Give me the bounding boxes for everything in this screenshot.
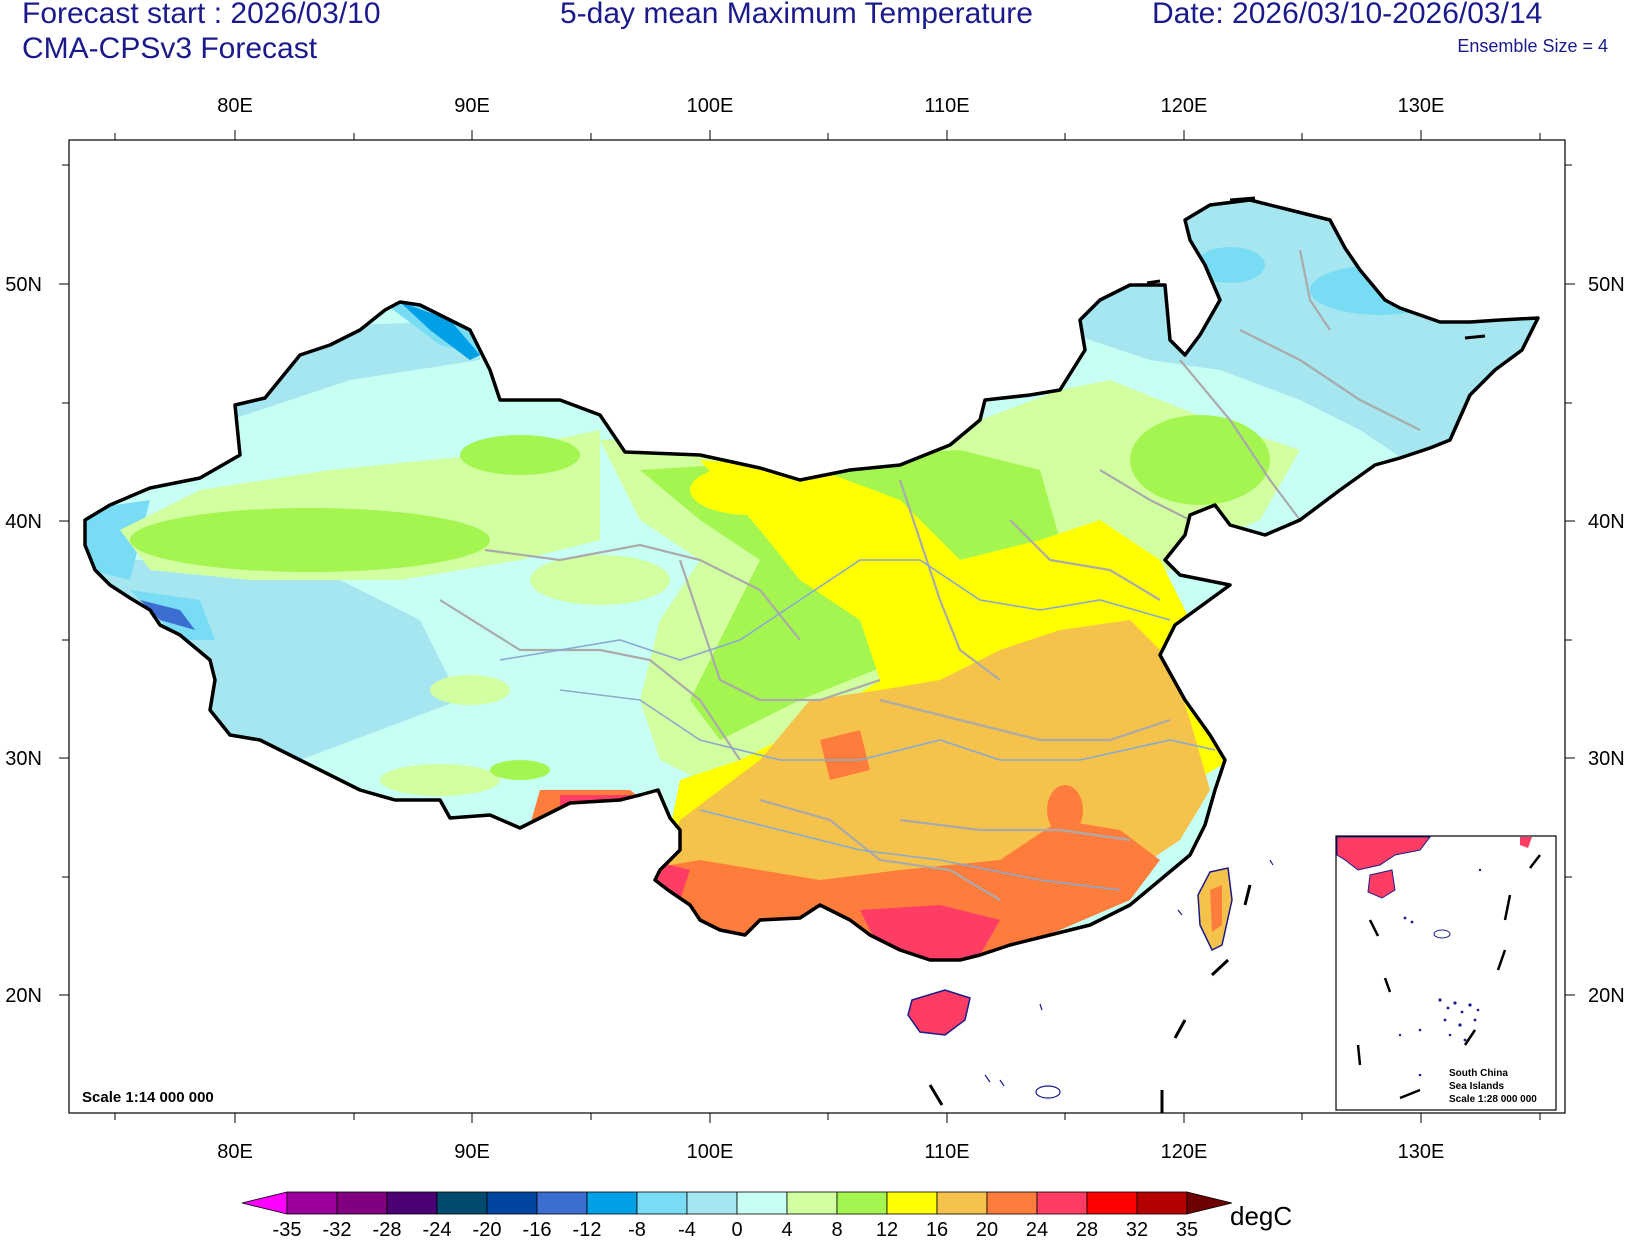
lon-label-bottom-100e: 100E bbox=[687, 1141, 734, 1163]
lat-label-left-20n: 20N bbox=[5, 985, 42, 1007]
lat-label-right-40n: 40N bbox=[1588, 511, 1625, 533]
inset-scale-text: Scale 1:28 000 000 bbox=[1449, 1094, 1537, 1105]
lon-label-bottom-120e: 120E bbox=[1161, 1141, 1208, 1163]
province-boundaries bbox=[439, 249, 1421, 901]
lon-label-top-100e: 100E bbox=[687, 95, 734, 117]
colorbar-label: 8 bbox=[831, 1219, 842, 1241]
colorbar-swatch bbox=[1036, 1191, 1088, 1215]
colorbar-label: 0 bbox=[731, 1219, 742, 1241]
colorbar-label: 35 bbox=[1176, 1219, 1198, 1241]
map-title: 5-day mean Maximum Temperature bbox=[560, 0, 1033, 30]
colorbar-label: 12 bbox=[876, 1219, 898, 1241]
colorbar-swatch bbox=[786, 1191, 838, 1215]
colorbar-swatch bbox=[536, 1191, 588, 1215]
colorbar-swatch bbox=[1086, 1191, 1138, 1215]
colorbar-label: 4 bbox=[781, 1219, 792, 1241]
lon-label-bottom-90e: 90E bbox=[454, 1141, 490, 1163]
colorbar-label: 24 bbox=[1026, 1219, 1048, 1241]
lat-label-right-20n: 20N bbox=[1588, 985, 1625, 1007]
colorbar-swatch bbox=[686, 1191, 738, 1215]
taiwan-warm-core bbox=[1210, 885, 1222, 932]
colorbar-label: -28 bbox=[373, 1219, 402, 1241]
colorbar-label: -35 bbox=[273, 1219, 302, 1241]
colorbar-label: -12 bbox=[573, 1219, 602, 1241]
colorbar-arrow-low bbox=[241, 1191, 288, 1215]
colorbar-label: 16 bbox=[926, 1219, 948, 1241]
lon-label-bottom-110e: 110E bbox=[924, 1141, 969, 1163]
china-border bbox=[83, 198, 1540, 962]
colorbar-swatch bbox=[886, 1191, 938, 1215]
small-islands bbox=[984, 859, 1274, 1099]
colorbar-swatch bbox=[436, 1191, 488, 1215]
date-range-text: Date: 2026/03/10-2026/03/14 bbox=[1152, 0, 1543, 30]
map-scale-text: Scale 1:14 000 000 bbox=[82, 1089, 214, 1106]
forecast-start-text: Forecast start : 2026/03/10 bbox=[22, 0, 381, 30]
ensemble-size-text: Ensemble Size = 4 bbox=[1457, 36, 1608, 56]
colorbar-label: 32 bbox=[1126, 1219, 1148, 1241]
colorbar-label: -16 bbox=[523, 1219, 552, 1241]
model-name-text: CMA-CPSv3 Forecast bbox=[22, 32, 318, 65]
colorbar-swatch bbox=[336, 1191, 388, 1215]
lon-label-top-90e: 90E bbox=[454, 95, 490, 117]
colorbar-swatch bbox=[636, 1191, 688, 1215]
lon-label-bottom-80e: 80E bbox=[217, 1141, 253, 1163]
colorbar-label: -4 bbox=[678, 1219, 696, 1241]
colorbar-swatch bbox=[736, 1191, 788, 1215]
hainan-island bbox=[907, 989, 971, 1036]
lat-label-left-40n: 40N bbox=[5, 511, 42, 533]
colorbar-swatch bbox=[586, 1191, 638, 1215]
colorbar-unit: degC bbox=[1230, 1201, 1292, 1231]
colorbar-swatch bbox=[486, 1191, 538, 1215]
south-china-sea-inset: South China Sea Islands Scale 1:28 000 0… bbox=[1335, 835, 1557, 1111]
colorbar-swatch bbox=[986, 1191, 1038, 1215]
colorbar-label: 20 bbox=[976, 1219, 998, 1241]
colorbar-label: -32 bbox=[323, 1219, 352, 1241]
lon-label-top-80e: 80E bbox=[217, 95, 253, 117]
colorbar-swatch bbox=[936, 1191, 988, 1215]
colorbar: -35 -32 -28 -24 -20 -16 -12 -8 -4 0 4 8 12 16 20 24 28 32… bbox=[241, 1191, 1233, 1241]
axis-ticks bbox=[59, 130, 1575, 1123]
lat-label-left-30n: 30N bbox=[5, 748, 42, 770]
colorbar-swatch bbox=[386, 1191, 438, 1215]
lon-label-top-110e: 110E bbox=[924, 95, 969, 117]
colorbar-label: 28 bbox=[1076, 1219, 1098, 1241]
colorbar-label: -24 bbox=[423, 1219, 452, 1241]
lon-label-top-130e: 130E bbox=[1398, 95, 1445, 117]
colorbar-swatch bbox=[836, 1191, 888, 1215]
colorbar-label: -8 bbox=[628, 1219, 646, 1241]
colorbar-arrow-high bbox=[1186, 1191, 1233, 1215]
colorbar-label: -20 bbox=[473, 1219, 502, 1241]
inset-title-line2: Sea Islands bbox=[1449, 1081, 1504, 1092]
lon-label-bottom-130e: 130E bbox=[1398, 1141, 1445, 1163]
lat-label-right-30n: 30N bbox=[1588, 748, 1625, 770]
lat-label-left-50n: 50N bbox=[5, 274, 42, 296]
colorbar-swatch bbox=[286, 1191, 338, 1215]
lon-label-top-120e: 120E bbox=[1161, 95, 1208, 117]
lat-label-right-50n: 50N bbox=[1588, 274, 1625, 296]
colorbar-swatch bbox=[1136, 1191, 1188, 1215]
rivers bbox=[499, 559, 1216, 891]
inset-title-line1: South China bbox=[1449, 1068, 1508, 1079]
maritime-boundary-dashes bbox=[928, 196, 1486, 1113]
